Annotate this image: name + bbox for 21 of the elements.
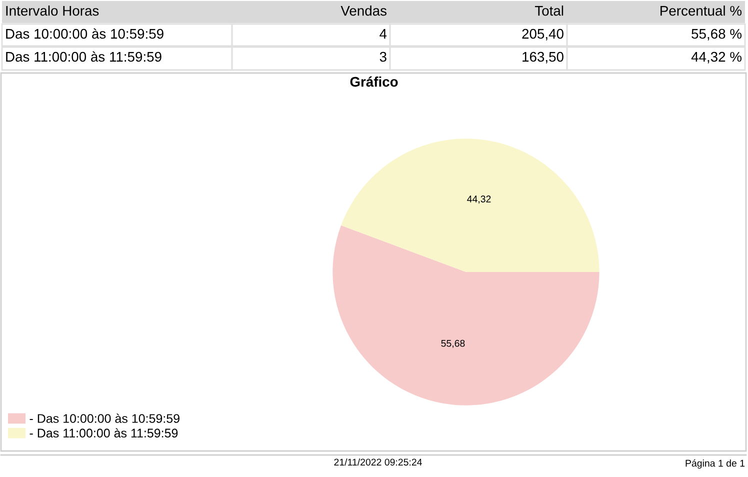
- text: Das 11:00:00 às 11:59:59: [6, 51, 162, 62]
- text: Vendas: [340, 6, 386, 16]
- text: 21/11/2022 09:25:24: [334, 458, 422, 466]
- text: Total: [534, 6, 564, 16]
- legend-label: - Das 11:00:00 às 11:59:59: [30, 428, 178, 438]
- data-label: 55,68: [441, 340, 465, 348]
- pie-slice: [341, 138, 600, 272]
- text: Percentual %: [660, 6, 742, 16]
- text: Página 1 de 1: [686, 459, 745, 469]
- legend-label: - Das 10:00:00 às 10:59:59: [30, 414, 180, 423]
- text: 55,68 %: [692, 28, 742, 40]
- text: 3: [380, 52, 386, 62]
- text: 44,32 %: [691, 52, 742, 64]
- text: 163,50: [522, 52, 564, 64]
- data-label: 44,32: [467, 196, 491, 204]
- text: Intervalo Horas: [6, 6, 99, 16]
- pie-slice: [332, 225, 600, 406]
- text: 205,40: [522, 28, 564, 40]
- text: 4: [380, 29, 387, 39]
- text: Das 10:00:00 às 10:59:59: [6, 28, 164, 39]
- chart-title: Gráfico: [350, 76, 398, 87]
